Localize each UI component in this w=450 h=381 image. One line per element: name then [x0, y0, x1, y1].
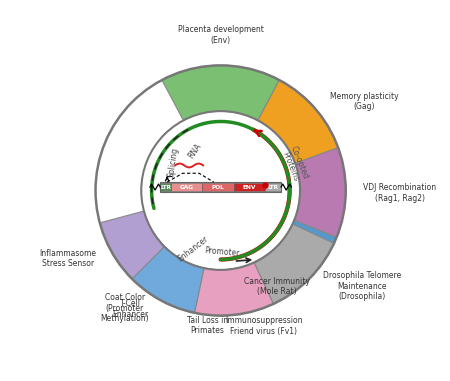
- Bar: [171, 182, 202, 192]
- Text: Tail Loss in
Primates: Tail Loss in Primates: [187, 315, 228, 335]
- Wedge shape: [194, 263, 274, 315]
- Wedge shape: [250, 220, 337, 306]
- Text: Promoter: Promoter: [204, 246, 240, 258]
- Bar: [202, 182, 234, 192]
- Text: LTR: LTR: [160, 184, 171, 190]
- Wedge shape: [258, 80, 338, 163]
- Text: LTR: LTR: [268, 184, 279, 190]
- Wedge shape: [132, 247, 204, 313]
- Circle shape: [141, 111, 300, 270]
- Text: Memory plasticity
(Gag): Memory plasticity (Gag): [330, 92, 398, 111]
- Text: Splicing: Splicing: [166, 147, 180, 178]
- Text: VDJ Recombination
(Rag1, Rag2): VDJ Recombination (Rag1, Rag2): [363, 183, 436, 203]
- Text: Co-opted
Proteins: Co-opted Proteins: [279, 145, 310, 184]
- Bar: [160, 182, 281, 192]
- Text: Inflammasome
Stress Sensor: Inflammasome Stress Sensor: [40, 248, 96, 268]
- Text: GAG: GAG: [180, 184, 194, 190]
- Wedge shape: [100, 211, 165, 279]
- Bar: [160, 182, 171, 192]
- Bar: [266, 182, 281, 192]
- Text: Placenta development
(Env): Placenta development (Env): [178, 25, 264, 45]
- Wedge shape: [168, 263, 267, 315]
- Wedge shape: [162, 66, 279, 120]
- Text: POL: POL: [211, 184, 224, 190]
- Text: Cancer Immunity
(Mole Rat): Cancer Immunity (Mole Rat): [243, 277, 310, 296]
- Text: ENV: ENV: [243, 184, 256, 190]
- Text: Drosophila Telomere
Maintenance
(Drosophila): Drosophila Telomere Maintenance (Drosoph…: [323, 271, 401, 301]
- Wedge shape: [294, 148, 346, 237]
- Wedge shape: [107, 224, 187, 304]
- Text: Coat Color
(Promoter
Methylation): Coat Color (Promoter Methylation): [100, 293, 149, 323]
- Text: RNA: RNA: [186, 141, 203, 160]
- Text: Enhancer: Enhancer: [176, 234, 210, 264]
- Text: T-Cell
Enhancer: T-Cell Enhancer: [112, 299, 148, 319]
- Text: Immunosuppression
Friend virus (Fv1): Immunosuppression Friend virus (Fv1): [225, 316, 303, 336]
- Wedge shape: [254, 224, 334, 304]
- Bar: [234, 182, 266, 192]
